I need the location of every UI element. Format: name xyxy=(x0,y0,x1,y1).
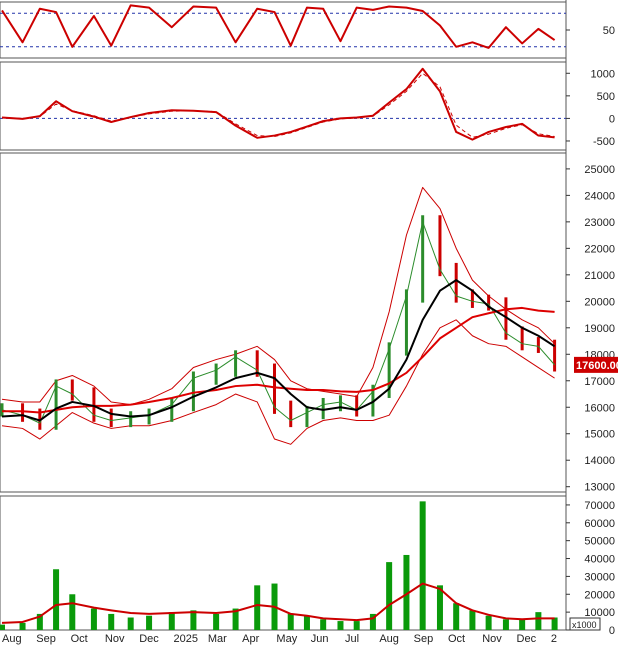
y-tick-label: 23000 xyxy=(584,217,615,229)
volume-bar xyxy=(320,619,327,630)
volume-bar xyxy=(19,622,26,630)
y-tick-label: 0 xyxy=(609,625,615,637)
x-tick-label: 2 xyxy=(551,633,557,645)
price-close-line xyxy=(1,221,555,424)
volume-bar xyxy=(485,615,492,630)
volume-bar xyxy=(36,613,43,630)
y-tick-label: 1000 xyxy=(591,68,615,80)
current-price-marker: 17600.00 xyxy=(574,356,618,373)
x-tick-label: Oct xyxy=(448,633,465,645)
volume-bar xyxy=(254,585,261,630)
macd-line xyxy=(1,67,555,141)
y-tick-label: 24000 xyxy=(584,190,615,202)
x-tick-label: Mar xyxy=(208,633,227,645)
y-tick-label: 21000 xyxy=(584,270,615,282)
volume-bar xyxy=(519,619,526,630)
volume-bar xyxy=(213,613,220,630)
x-tick-label: Sep xyxy=(36,633,56,645)
volume-bar xyxy=(386,562,393,630)
volume-bar xyxy=(353,621,360,630)
y-tick-label: 20000 xyxy=(584,589,615,601)
y-tick-label: 50000 xyxy=(584,536,615,548)
x-tick-label: May xyxy=(276,633,297,645)
y-tick-label: 0 xyxy=(609,113,615,125)
panel-frame xyxy=(0,61,567,151)
y-tick-label: 15000 xyxy=(584,429,615,441)
moving-average-fast-line xyxy=(1,279,556,422)
volume-bar xyxy=(436,585,443,630)
x-tick-label: Dec xyxy=(139,633,159,645)
x-tick-label: Aug xyxy=(2,633,22,645)
y-tick-label: 10000 xyxy=(584,607,615,619)
moving-average-slow-line xyxy=(2,306,555,414)
panel-frame xyxy=(0,152,567,493)
y-tick-label: 20000 xyxy=(584,296,615,308)
y-tick-label: 70000 xyxy=(584,500,615,512)
y-tick-label: 60000 xyxy=(584,518,615,530)
bollinger-lower-band xyxy=(1,319,555,445)
volume-bar xyxy=(168,612,175,630)
current-price-label: 17600.00 xyxy=(576,360,618,372)
volume-bar xyxy=(190,610,197,630)
volume-bar xyxy=(535,612,542,630)
volume-bar xyxy=(502,619,509,630)
volume-bar xyxy=(232,608,239,630)
volume-bar xyxy=(146,615,153,630)
y-tick-label: 40000 xyxy=(584,554,615,566)
volume-bar xyxy=(469,610,476,630)
x-tick-label: 2025 xyxy=(174,633,198,645)
volume-bar xyxy=(0,624,5,630)
volume-bar xyxy=(287,613,294,630)
volume-bar xyxy=(369,613,376,630)
current-price-box xyxy=(574,356,618,373)
volume-unit-label: x1000 xyxy=(572,620,597,630)
bollinger-upper-band xyxy=(1,186,555,406)
y-tick-label: 14000 xyxy=(584,455,615,467)
x-tick-label: Nov xyxy=(482,633,502,645)
x-tick-label: Dec xyxy=(517,633,537,645)
volume-unit-box xyxy=(569,617,601,631)
volume-bar xyxy=(403,554,410,630)
volume-bar xyxy=(90,608,97,630)
x-tick-label: Nov xyxy=(105,633,125,645)
x-tick-label: Jun xyxy=(311,633,329,645)
y-tick-label: 13000 xyxy=(584,482,615,494)
volume-bar xyxy=(419,501,426,630)
y-tick-label: 30000 xyxy=(584,571,615,583)
macd-signal-line xyxy=(1,72,555,138)
y-tick-label: 17000 xyxy=(584,376,615,388)
volume-bar xyxy=(53,569,60,630)
y-tick-label: 25000 xyxy=(584,164,615,176)
volume-bar xyxy=(127,617,134,630)
volume-bar xyxy=(303,615,310,630)
y-tick-label: 500 xyxy=(597,91,615,103)
x-tick-label: Oct xyxy=(71,633,88,645)
volume-moving-average-line xyxy=(1,582,555,624)
volume-bar xyxy=(551,617,558,630)
x-tick-label: Sep xyxy=(414,633,434,645)
x-tick-label: Jul xyxy=(345,633,359,645)
x-tick-label: Apr xyxy=(242,633,259,645)
y-tick-label: 19000 xyxy=(584,323,615,335)
y-tick-label: 16000 xyxy=(584,402,615,414)
x-tick-label: Aug xyxy=(379,633,399,645)
volume-bar xyxy=(337,621,344,630)
y-tick-label: 50 xyxy=(603,25,615,37)
y-tick-label: -500 xyxy=(593,136,615,148)
volume-bar xyxy=(69,594,76,630)
volume-bar xyxy=(453,603,460,630)
y-tick-label: 22000 xyxy=(584,243,615,255)
stochastic-line xyxy=(1,4,556,49)
volume-bar xyxy=(108,613,115,630)
